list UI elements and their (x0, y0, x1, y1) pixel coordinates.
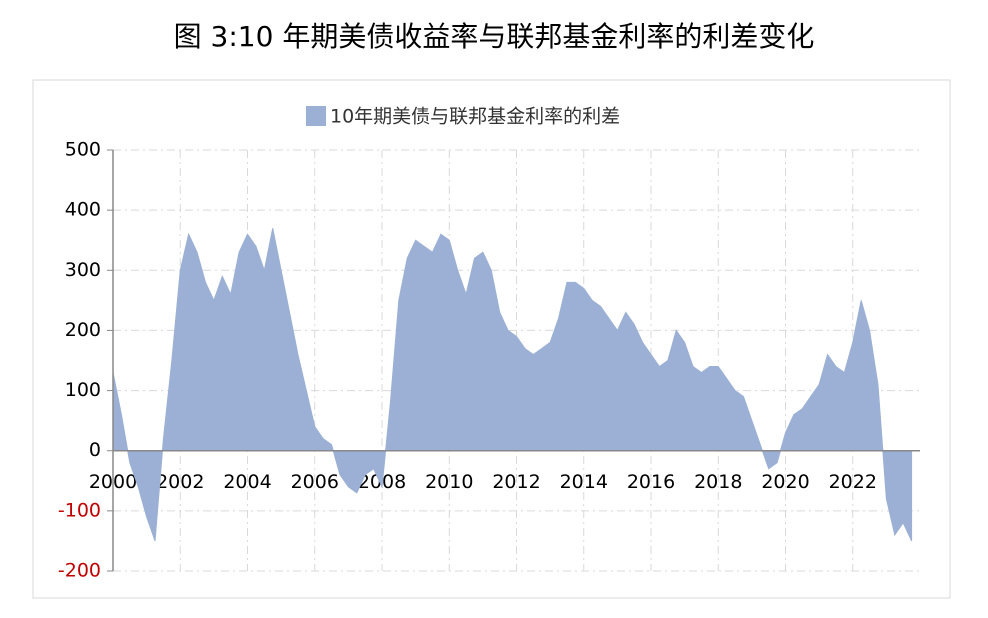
y-tick-label: 200 (65, 319, 101, 341)
y-tick-label: -100 (58, 499, 101, 521)
y-tick-label: 300 (65, 259, 101, 281)
x-tick-label: 2004 (223, 471, 271, 493)
x-tick-label: 2012 (492, 471, 540, 493)
y-tick-label: -200 (58, 560, 101, 582)
chart-title: 图 3:10 年期美债收益率与联邦基金利率的利差变化 (174, 20, 815, 53)
x-tick-label: 2016 (627, 471, 675, 493)
y-tick-label: 0 (89, 439, 101, 461)
x-tick-label: 2014 (560, 471, 608, 493)
x-tick-label: 2022 (829, 471, 877, 493)
legend-label: 10年期美债与联邦基金利率的利差 (330, 106, 620, 128)
x-tick-label: 2020 (761, 471, 809, 493)
y-tick-label: 500 (65, 139, 101, 161)
y-tick-label: 100 (65, 379, 101, 401)
x-tick-label: 2002 (156, 471, 204, 493)
area (112, 228, 913, 542)
y-tick-label: 400 (65, 199, 101, 221)
legend-swatch (306, 106, 326, 126)
x-tick-label: 2010 (425, 471, 473, 493)
x-tick-label: 2006 (291, 471, 339, 493)
x-tick-label: 2018 (694, 471, 742, 493)
